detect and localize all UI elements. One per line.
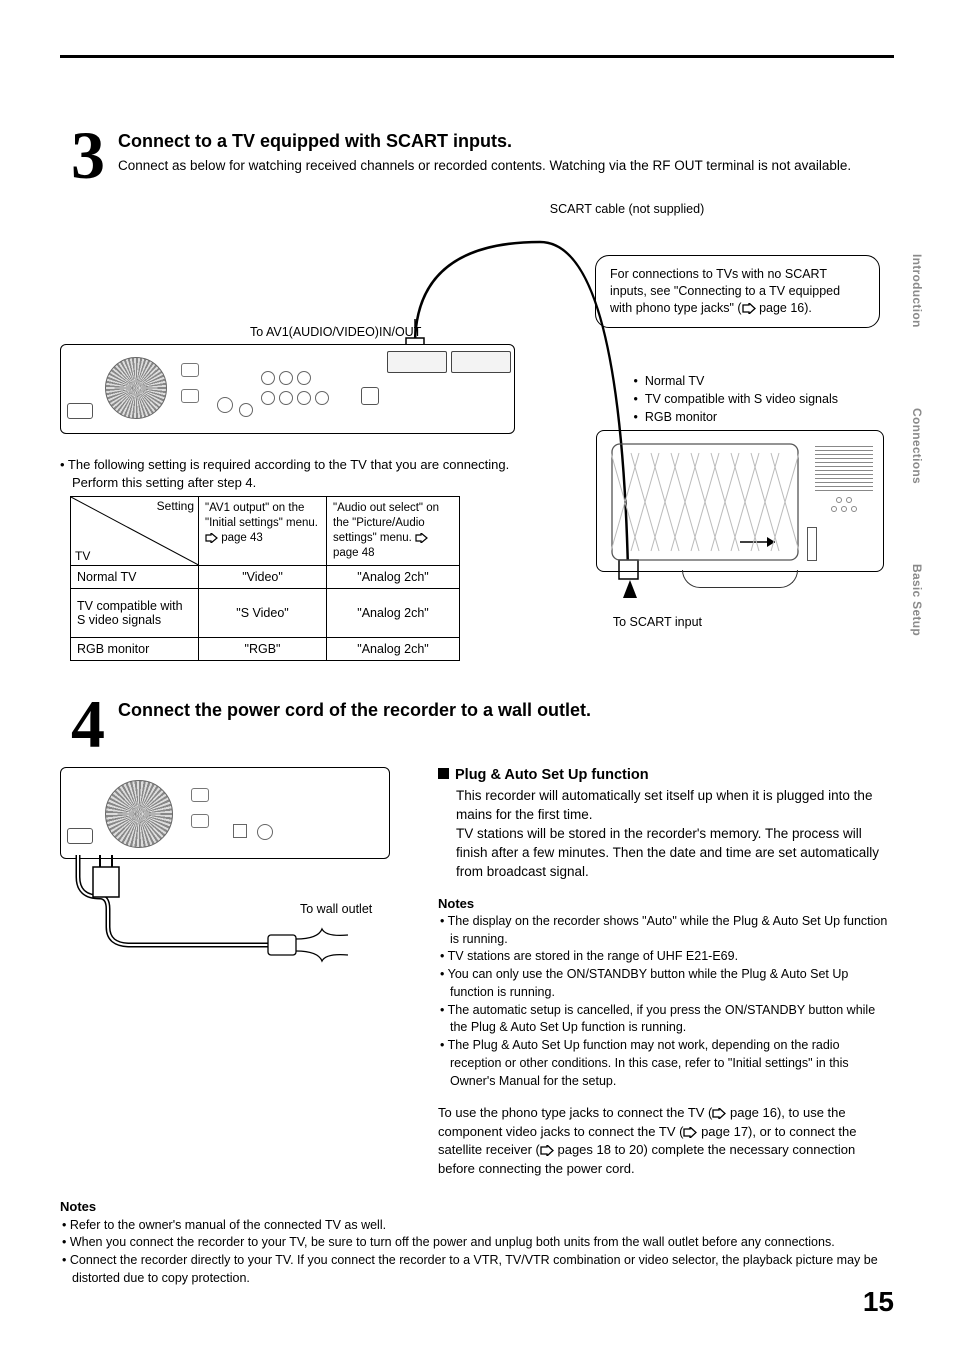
table-row: RGB monitor "RGB" "Analog 2ch": [71, 637, 460, 660]
tab-basic-setup: Basic Setup: [908, 554, 926, 646]
bottom-notes: Notes • Refer to the owner's manual of t…: [60, 1198, 894, 1287]
tab-connections: Connections: [908, 398, 926, 494]
tab-introduction: Introduction: [908, 244, 926, 338]
notes-heading-2: Notes: [60, 1198, 894, 1216]
plug-auto-heading: Plug & Auto Set Up function: [438, 767, 894, 783]
callout-text: For connections to TVs with no SCART inp…: [610, 267, 840, 315]
plug-para-1: This recorder will automatically set its…: [456, 787, 894, 825]
side-tabs: Introduction Connections Basic Setup: [908, 244, 926, 706]
th-av1: "AV1 output" on the "Initial settings" m…: [199, 497, 327, 566]
page-number: 15: [863, 1286, 894, 1318]
settings-table: Setting TV "AV1 output" on the "Initial …: [70, 496, 460, 661]
tv-graphic: [596, 430, 884, 595]
step-3-desc: Connect as below for watching received c…: [118, 157, 894, 175]
step-3-number: 3: [60, 125, 116, 186]
plug-para-2: TV stations will be stored in the record…: [456, 825, 894, 882]
av1-label: To AV1(AUDIO/VIDEO)IN/OUT: [250, 325, 421, 339]
th-tv: TV: [75, 549, 90, 563]
step-4: 4 Connect the power cord of the recorder…: [60, 694, 894, 755]
top-rule: [60, 55, 894, 58]
notes-heading-1: Notes: [438, 896, 894, 911]
step-4-number: 4: [60, 694, 116, 755]
setting-note: • The following setting is required acco…: [60, 456, 520, 492]
step-4-title: Connect the power cord of the recorder t…: [118, 700, 894, 721]
scart-cable-label: SCART cable (not supplied): [360, 202, 894, 216]
wall-outlet-label: To wall outlet: [300, 902, 372, 916]
scart-input-label: To SCART input: [613, 615, 702, 629]
phono-paragraph: To use the phono type jacks to connect t…: [438, 1104, 894, 1178]
step-3-title: Connect to a TV equipped with SCART inpu…: [118, 131, 894, 152]
th-setting: Setting: [157, 499, 194, 513]
recorder-rear-panel: [60, 344, 515, 434]
power-diagram: To wall outlet: [60, 767, 408, 977]
no-scart-callout: For connections to TVs with no SCART inp…: [595, 255, 880, 328]
table-row: Normal TV "Video" "Analog 2ch": [71, 565, 460, 588]
notes-list-1: • The display on the recorder shows "Aut…: [438, 913, 894, 1091]
step-3: 3 Connect to a TV equipped with SCART in…: [60, 125, 894, 186]
tv-type-list: • Normal TV • TV compatible with S video…: [634, 372, 838, 426]
table-row: TV compatible with S video signals "S Vi…: [71, 588, 460, 637]
th-audio: "Audio out select" on the "Picture/Audio…: [327, 497, 460, 566]
connection-diagram: To AV1(AUDIO/VIDEO)IN/OUT For connection…: [60, 220, 880, 660]
